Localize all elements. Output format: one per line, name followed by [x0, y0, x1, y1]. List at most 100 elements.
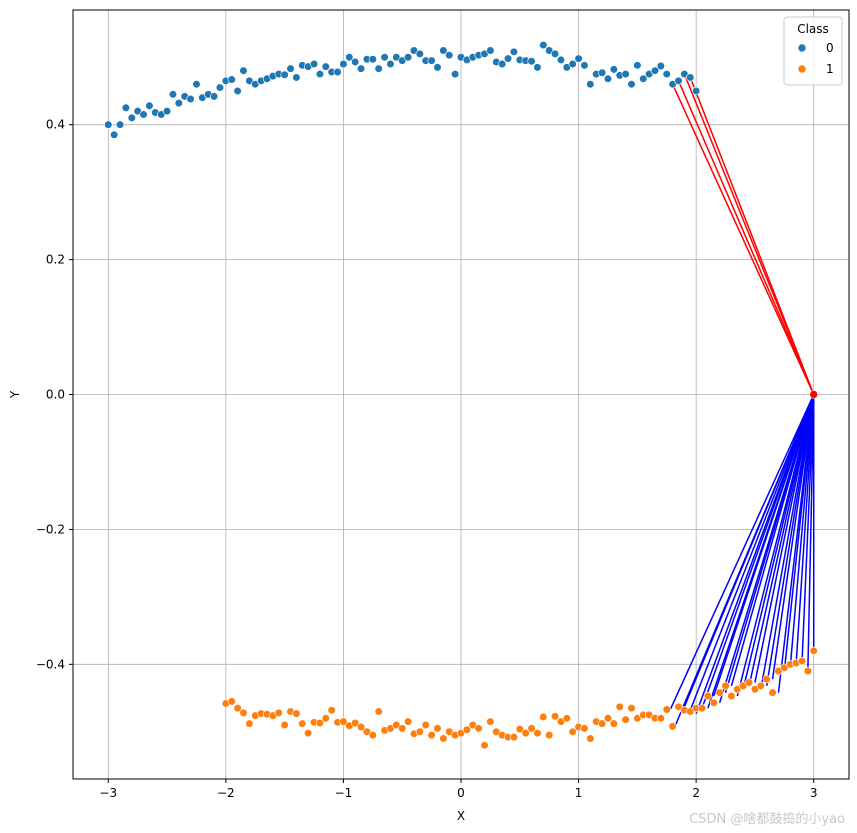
data-point-class-1	[474, 724, 483, 733]
data-point-class-0	[403, 53, 413, 62]
data-point-class-0	[315, 69, 325, 79]
x-tick-label: −2	[217, 786, 235, 800]
data-point-class-0	[339, 59, 348, 69]
highlight-point	[809, 390, 819, 399]
x-tick-label: 1	[575, 786, 583, 800]
data-point-class-1	[597, 719, 607, 728]
data-point-class-1	[298, 719, 307, 728]
watermark-text: CSDN @啥都鼓捣的小yao	[689, 812, 845, 827]
data-point-class-0	[168, 90, 178, 99]
data-point-class-1	[427, 731, 436, 740]
data-point-class-1	[239, 708, 248, 717]
data-point-class-1	[521, 729, 530, 738]
data-point-class-1	[351, 718, 360, 728]
connection-line	[807, 394, 815, 672]
data-point-class-1	[421, 720, 430, 730]
data-point-class-0	[110, 130, 119, 139]
legend-label-class-0: 0	[826, 41, 834, 55]
data-point-class-1	[245, 719, 254, 728]
data-point-class-1	[586, 734, 595, 743]
data-point-class-1	[233, 704, 242, 713]
connection-line	[748, 394, 815, 687]
data-point-class-1	[292, 709, 301, 718]
data-point-class-1	[545, 731, 554, 740]
connection-line	[671, 83, 815, 395]
data-point-class-0	[486, 46, 495, 55]
data-point-class-1	[709, 698, 718, 707]
data-point-class-0	[356, 64, 366, 73]
data-point-class-1	[280, 720, 289, 730]
x-tick-label: 3	[810, 786, 818, 800]
data-point-class-1	[433, 724, 442, 733]
data-point-class-1	[398, 724, 407, 733]
connection-line	[765, 394, 815, 687]
y-tick-label: 0.2	[46, 253, 65, 267]
connection-line	[742, 394, 815, 690]
legend-title: Class	[797, 22, 829, 36]
data-point-class-1	[803, 666, 812, 676]
data-point-class-1	[327, 706, 336, 715]
data-point-class-0	[445, 51, 454, 60]
connection-line	[689, 77, 815, 395]
data-point-class-0	[639, 74, 648, 83]
data-point-class-1	[621, 715, 630, 724]
data-point-class-0	[127, 113, 136, 123]
connection-line	[677, 80, 815, 395]
data-point-class-0	[550, 49, 560, 58]
data-point-class-0	[333, 67, 342, 77]
data-point-class-0	[692, 86, 701, 96]
y-axis-label: Y	[8, 390, 22, 399]
connection-line	[760, 394, 815, 690]
connection-line	[669, 394, 815, 710]
legend-marker-class-0	[797, 43, 807, 53]
legend-marker-class-1	[797, 64, 807, 74]
data-point-class-1	[768, 688, 777, 697]
data-point-class-1	[721, 681, 730, 691]
data-point-class-0	[533, 63, 542, 72]
x-tick-label: −3	[99, 786, 117, 800]
data-point-class-0	[174, 98, 183, 108]
data-point-class-0	[239, 66, 248, 75]
data-point-class-1	[550, 712, 560, 721]
data-point-class-0	[321, 62, 330, 71]
data-point-class-0	[568, 59, 577, 69]
data-point-class-1	[539, 712, 548, 722]
data-point-class-0	[380, 53, 389, 62]
y-tick-label: −0.4	[36, 657, 65, 671]
data-point-class-1	[515, 724, 524, 734]
data-point-class-1	[339, 717, 348, 726]
x-tick-label: −1	[335, 786, 353, 800]
data-point-class-0	[509, 47, 519, 56]
data-point-class-0	[451, 69, 460, 79]
y-tick-label: −0.2	[36, 522, 65, 536]
data-point-class-0	[433, 63, 442, 72]
data-point-class-0	[280, 70, 289, 79]
y-tick-label: 0.0	[46, 388, 65, 402]
data-point-class-0	[286, 64, 295, 73]
connection-line	[783, 394, 815, 672]
data-point-class-1	[403, 717, 413, 726]
data-point-class-1	[562, 714, 571, 723]
data-point-class-0	[574, 54, 583, 63]
data-point-class-1	[715, 688, 724, 697]
connection-line	[771, 394, 815, 680]
data-point-class-1	[486, 717, 495, 726]
data-point-class-1	[315, 718, 325, 728]
x-axis-label: X	[457, 809, 465, 823]
connection-line	[789, 394, 815, 668]
legend: Class 0 1	[783, 16, 843, 86]
data-point-class-0	[227, 75, 236, 84]
data-point-class-0	[162, 107, 172, 116]
data-point-class-1	[568, 727, 577, 736]
data-point-class-1	[662, 705, 671, 714]
data-point-class-0	[498, 59, 507, 69]
data-point-class-0	[139, 110, 148, 119]
connection-line	[754, 394, 815, 683]
data-point-class-1	[756, 681, 765, 691]
data-point-class-1	[480, 741, 489, 750]
data-point-class-1	[727, 691, 736, 701]
data-point-class-0	[345, 53, 354, 62]
data-point-class-0	[427, 56, 436, 65]
data-point-class-1	[603, 714, 613, 723]
data-point-class-1	[439, 734, 448, 743]
